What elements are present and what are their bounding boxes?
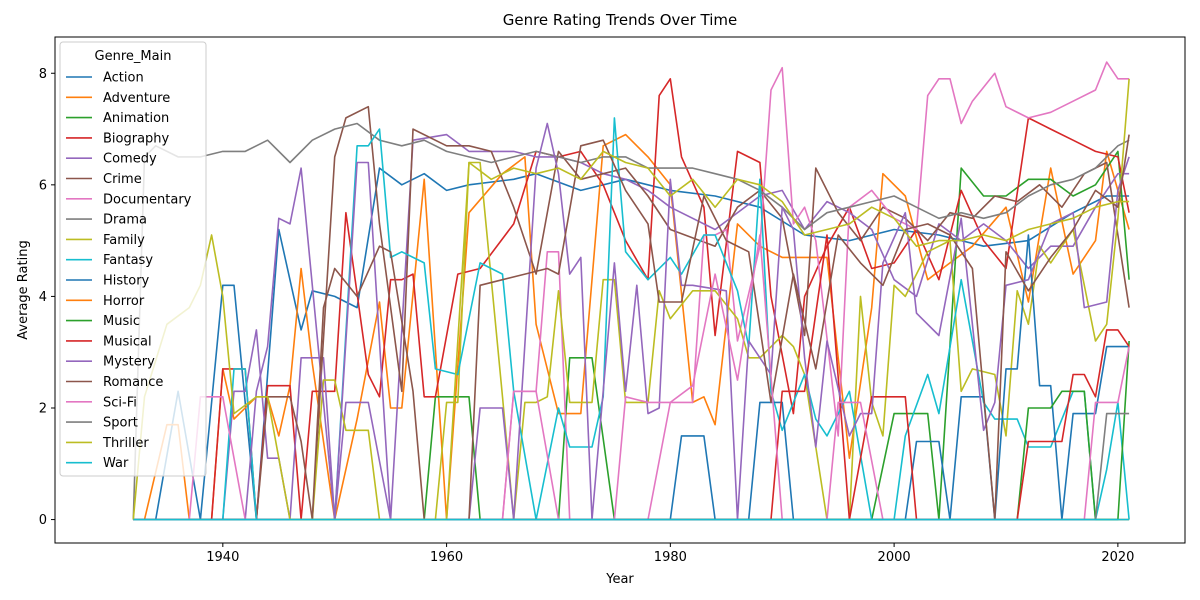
legend-label-biography: Biography (103, 131, 170, 146)
series-layer (132, 61, 1130, 521)
legend-box (59, 41, 207, 477)
y-tick-label: 4 (39, 290, 47, 305)
series-line-biography (133, 78, 1130, 521)
legend-label-thriller: Thriller (102, 436, 149, 451)
legend-label-adventure: Adventure (103, 91, 170, 106)
legend-label-crime: Crime (103, 172, 142, 187)
legend-label-mystery: Mystery (103, 355, 155, 370)
x-tick-label: 1980 (654, 550, 687, 565)
series-line-romance (133, 134, 1130, 521)
x-axis: 1940 1960 1980 2000 2020 (206, 543, 1134, 565)
legend-label-romance: Romance (103, 375, 163, 390)
series-line-family (133, 78, 1130, 521)
legend-label-horror: Horror (103, 294, 145, 309)
legend-label-fantasy: Fantasy (103, 253, 153, 268)
legend-label-history: History (103, 274, 150, 289)
series-line-crime (133, 105, 1130, 521)
x-tick-label: 2000 (878, 550, 911, 565)
series-line-animation (133, 150, 1130, 521)
series-line-mystery (133, 122, 1130, 521)
legend-label-drama: Drama (103, 213, 147, 228)
chart-title: Genre Rating Trends Over Time (503, 11, 738, 29)
x-tick-label: 2020 (1101, 550, 1134, 565)
x-tick-label: 1960 (430, 550, 463, 565)
plot-area (55, 37, 1185, 543)
legend-label-documentary: Documentary (103, 192, 192, 207)
legend-label-animation: Animation (103, 111, 169, 126)
series-line-thriller (132, 150, 1130, 521)
y-tick-label: 6 (39, 178, 47, 193)
legend-label-war: War (103, 456, 129, 471)
legend-label-sci-fi: Sci-Fi (103, 395, 137, 410)
legend-label-sport: Sport (103, 416, 138, 431)
legend-label-music: Music (103, 314, 140, 329)
y-tick-label: 0 (39, 513, 47, 528)
legend: Genre_Main Action Adventure Animation Biogra… (59, 41, 207, 477)
legend-title: Genre_Main (95, 49, 172, 64)
y-axis: 0 2 4 6 8 (39, 67, 55, 528)
x-axis-label: Year (605, 572, 634, 587)
plot-frame (54, 36, 1186, 544)
legend-label-family: Family (103, 233, 145, 248)
x-tick-label: 1940 (206, 550, 239, 565)
legend-label-action: Action (103, 71, 144, 86)
series-line-drama (132, 122, 1130, 520)
y-tick-label: 8 (39, 67, 47, 82)
series-line-fantasy (133, 117, 1130, 521)
series-line-comedy (133, 133, 1130, 521)
legend-label-musical: Musical (103, 334, 152, 349)
series-line-action (133, 167, 1130, 521)
y-axis-label: Average Rating (16, 240, 31, 339)
y-tick-label: 2 (39, 401, 47, 416)
legend-label-comedy: Comedy (103, 152, 157, 167)
